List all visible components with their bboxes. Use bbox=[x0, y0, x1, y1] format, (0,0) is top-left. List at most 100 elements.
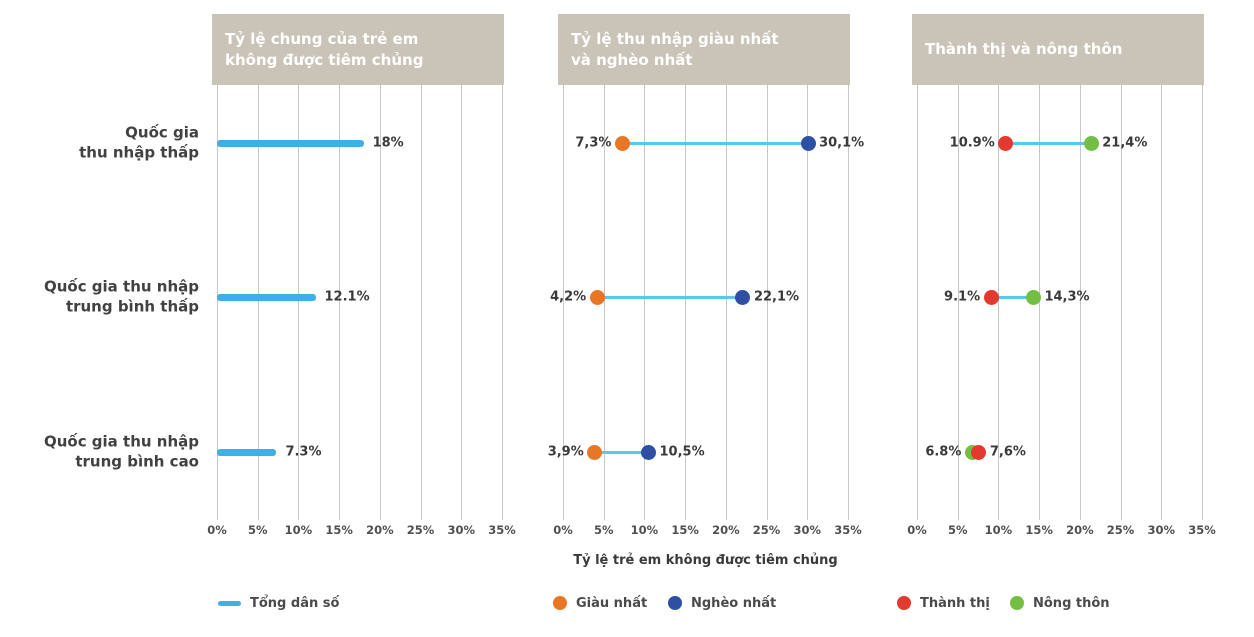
urban-dot bbox=[983, 289, 999, 305]
value-label-left: 10.9% bbox=[949, 135, 995, 151]
x-tick: 25% bbox=[752, 523, 781, 537]
panel-title: Tỷ lệ thu nhập giàu nhất và nghèo nhất bbox=[558, 14, 850, 85]
value-label-right: 7,6% bbox=[989, 444, 1026, 460]
x-tick: 35% bbox=[1188, 523, 1216, 537]
x-tick: 30% bbox=[793, 523, 822, 537]
gridline bbox=[1039, 85, 1041, 520]
x-tick: 5% bbox=[947, 523, 968, 537]
richest-dot bbox=[589, 289, 605, 305]
panel-title-line: Tỷ lệ chung của trẻ em bbox=[225, 29, 419, 48]
gridline bbox=[917, 85, 918, 520]
value-label-right: 30,1% bbox=[819, 135, 865, 151]
rural-dot bbox=[1083, 135, 1099, 151]
value-label-right: 10,5% bbox=[659, 444, 705, 460]
x-tick: 0% bbox=[553, 523, 573, 537]
x-tick: 35% bbox=[834, 523, 862, 537]
gridline bbox=[1120, 85, 1122, 520]
panel-urban-rural: Thành thị và nông thôn 10.9% 21,4% 9.1% 14,3… bbox=[907, 0, 1216, 545]
legend: Tổng dân số Giàu nhất Nghèo nhất Thành thị N… bbox=[0, 593, 1254, 619]
x-tick: 20% bbox=[712, 523, 740, 537]
plot-area: 7,3% 30,1% 4,2% 22,1% 3,9% 10,5% bbox=[548, 85, 864, 520]
x-tick: 30% bbox=[1147, 523, 1176, 537]
richest-dot bbox=[587, 444, 603, 460]
category-label-line2: trung bình thấp bbox=[65, 297, 199, 315]
value-label: 18% bbox=[372, 135, 404, 151]
legend-total-population-swatch bbox=[218, 600, 241, 606]
poorest-dot bbox=[735, 289, 751, 305]
panel-title-line: không được tiêm chủng bbox=[225, 50, 424, 69]
legend-rural-swatch bbox=[1010, 596, 1024, 610]
plot-area: 18% 12.1% 7.3% bbox=[217, 85, 503, 520]
total-population-bar bbox=[217, 448, 277, 456]
x-tick: 10% bbox=[984, 523, 1013, 537]
x-axis-title: Tỷ lệ trẻ em không được tiêm chủng bbox=[573, 553, 838, 568]
plot-area: 10.9% 21,4% 9.1% 14,3% 6.8% 7,6% bbox=[917, 85, 1203, 520]
gridline bbox=[603, 85, 605, 520]
x-tick: 5% bbox=[593, 523, 614, 537]
category-label-line1: Quốc gia thu nhập bbox=[43, 432, 199, 451]
value-label-right: 14,3% bbox=[1044, 289, 1090, 305]
urban-dot bbox=[971, 444, 987, 460]
legend-label: Nông thôn bbox=[1033, 595, 1110, 611]
gridline bbox=[644, 85, 646, 520]
poorest-dot bbox=[800, 135, 816, 151]
gridline bbox=[848, 85, 849, 520]
value-label-left: 7,3% bbox=[575, 135, 612, 151]
panel-title-line: Tỷ lệ thu nhập giàu nhất bbox=[571, 29, 779, 48]
category-label-line1: Quốc gia thu nhập bbox=[43, 277, 199, 296]
x-tick: 15% bbox=[325, 523, 353, 537]
panel-title: Thành thị và nông thôn bbox=[912, 14, 1204, 85]
richest-dot bbox=[614, 135, 630, 151]
x-axis-ticks: 0% 5% 10% 15% 20% 25% 30% 35% bbox=[907, 523, 1216, 541]
gridline bbox=[461, 85, 463, 520]
value-label: 12.1% bbox=[324, 289, 370, 305]
legend-label: Giàu nhất bbox=[576, 595, 648, 611]
x-axis-ticks: 0% 5% 10% 15% 20% 25% 30% 35% bbox=[207, 523, 516, 541]
total-population-bar bbox=[217, 139, 364, 147]
panel-title-line: Thành thị và nông thôn bbox=[925, 40, 1123, 58]
legend-label: Nghèo nhất bbox=[691, 595, 777, 611]
category-label-line1: Quốc gia bbox=[125, 123, 199, 142]
x-tick: 0% bbox=[207, 523, 227, 537]
gridline bbox=[1161, 85, 1163, 520]
poorest-dot bbox=[641, 444, 656, 460]
total-population-bar bbox=[217, 293, 316, 301]
value-label-right: 22,1% bbox=[753, 289, 800, 305]
gridline bbox=[563, 85, 564, 520]
urban-dot bbox=[998, 135, 1014, 151]
gridline bbox=[766, 85, 768, 520]
x-tick: 0% bbox=[907, 523, 927, 537]
x-tick: 15% bbox=[671, 523, 699, 537]
connector-line bbox=[597, 295, 743, 299]
gridline bbox=[957, 85, 959, 520]
category-label: Quốc gia thu nhập trung bình thấp bbox=[0, 278, 205, 317]
panel-title: Tỷ lệ chung của trẻ em không được tiêm ch… bbox=[212, 14, 504, 85]
panel-richest-poorest: Tỷ lệ thu nhập giàu nhất và nghèo nhất 7,3… bbox=[548, 0, 864, 545]
legend-label: Tổng dân số bbox=[250, 595, 340, 611]
gridline bbox=[1202, 85, 1203, 520]
gridline bbox=[998, 85, 1000, 520]
x-tick: 25% bbox=[1106, 523, 1135, 537]
connector-line bbox=[1005, 141, 1092, 145]
connector-line bbox=[991, 295, 1034, 299]
gridline bbox=[257, 85, 259, 520]
gridline bbox=[339, 85, 341, 520]
value-label-left: 9.1% bbox=[944, 289, 981, 305]
gridline bbox=[298, 85, 300, 520]
legend-label: Thành thị bbox=[920, 595, 990, 611]
x-tick: 35% bbox=[488, 523, 516, 537]
category-label-line2: trung bình cao bbox=[75, 452, 199, 470]
legend-item-richest: Giàu nhất bbox=[553, 593, 647, 613]
gridline bbox=[1079, 85, 1081, 520]
legend-item-rural: Nông thôn bbox=[1010, 593, 1110, 613]
value-label-left: 4,2% bbox=[550, 289, 587, 305]
value-label-right: 21,4% bbox=[1102, 135, 1148, 151]
connector-line bbox=[594, 450, 649, 454]
value-label-left: 6.8% bbox=[925, 444, 962, 460]
gridline bbox=[420, 85, 422, 520]
legend-poorest-swatch bbox=[668, 596, 682, 610]
gridline bbox=[807, 85, 809, 520]
gridline bbox=[379, 85, 381, 520]
x-axis-ticks: 0% 5% 10% 15% 20% 25% 30% 35% bbox=[553, 523, 862, 541]
